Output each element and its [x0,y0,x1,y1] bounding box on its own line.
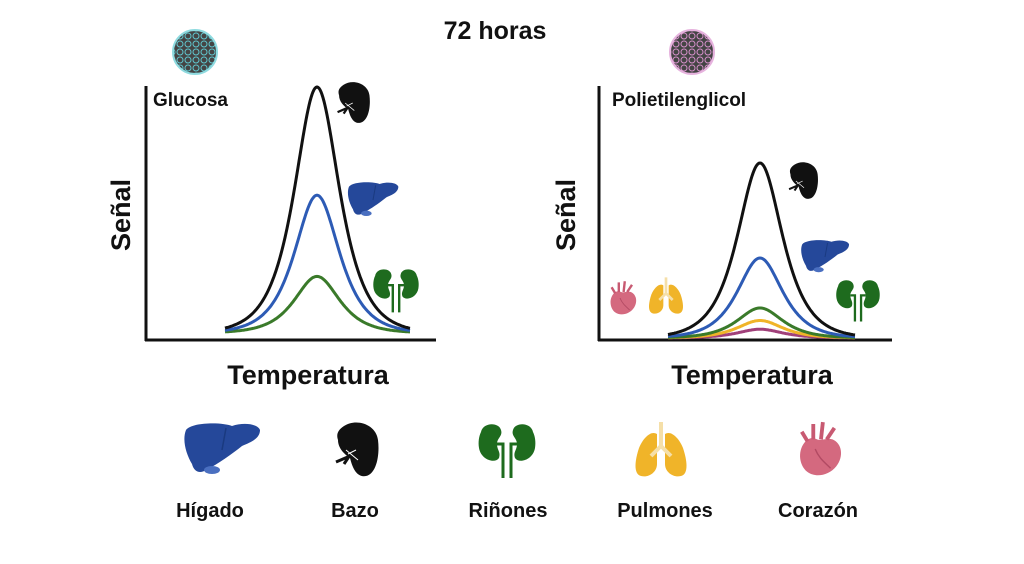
curves [224,85,411,334]
curve-bazo [667,161,856,337]
curve-hígado [224,193,411,332]
lungs-icon [647,276,685,315]
x-axis-label: Temperatura [671,360,834,390]
legend-label: Bazo [331,500,379,522]
curve-hígado [667,256,856,339]
panel-polietilenglicol: Polietilenglicol Señal Temperatura [551,29,892,390]
panel-title: Glucosa [153,90,228,111]
figure-title: 72 horas [444,17,547,45]
legend-item-spleen: Bazo [331,420,380,522]
curve-riñones [668,306,855,339]
liver-icon [800,239,850,273]
spleen-icon [336,80,371,125]
legend-item-liver: Hígado [176,422,261,522]
legend-label: Hígado [176,500,244,522]
curve-riñones [224,274,410,334]
legend-item-lungs: Pulmones [617,422,713,522]
spleen-icon [334,420,380,478]
lungs-icon [636,422,687,476]
liver-icon [347,181,399,217]
y-axis-label: Señal [551,179,581,251]
spleen-icon [788,161,819,200]
panel-title: Polietilenglicol [612,90,746,111]
kidneys-icon [835,279,881,323]
heart-icon [800,422,841,475]
legend-item-kidneys: Riñones [469,422,548,522]
legend: Hígado Bazo Riñones Pulmones Corazón [176,422,858,522]
kidneys-icon [477,422,537,480]
curves [667,161,856,340]
peg-nanoparticle-icon [669,29,715,75]
legend-item-heart: Corazón [778,422,858,522]
x-axis-label: Temperatura [227,360,390,390]
legend-label: Corazón [778,500,858,522]
legend-label: Pulmones [617,500,713,522]
y-axis-label: Señal [106,179,136,251]
liver-icon [183,422,261,475]
legend-label: Riñones [469,500,548,522]
kidneys-icon [372,268,420,314]
panel-glucosa: Glucosa Señal Temperatura [106,29,436,390]
heart-icon [609,279,638,316]
curve-bazo [224,85,411,330]
glucose-nanoparticle-icon [172,29,218,75]
